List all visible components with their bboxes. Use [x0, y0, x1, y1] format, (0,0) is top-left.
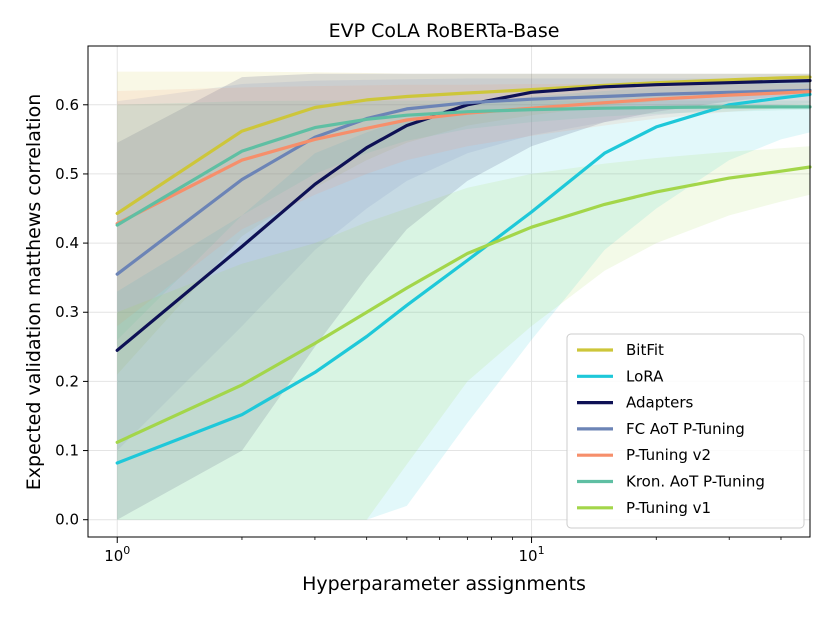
legend-label: P-Tuning v2 [626, 446, 711, 464]
y-tick-label: 0.0 [55, 511, 79, 529]
confidence-bands [117, 71, 810, 520]
x-tick-label: 100 [104, 544, 130, 565]
legend-label: Kron. AoT P-Tuning [626, 473, 765, 491]
band-kron-aot-p-tuning [117, 100, 810, 340]
y-tick-label: 0.6 [55, 96, 79, 114]
series-line-p-tuning-v1 [115, 165, 812, 444]
y-tick-label: 0.3 [55, 303, 79, 321]
series-lines [115, 75, 812, 465]
y-tick-label: 0.4 [55, 234, 79, 252]
series-line-bitfit [115, 75, 812, 215]
series-line-lora [115, 92, 812, 465]
legend-label: LoRA [626, 367, 664, 385]
y-axis-title: Expected validation matthews correlation [23, 94, 45, 490]
legend-box [566, 333, 805, 529]
x-axis-title: Hyperparameter assignments [302, 573, 586, 595]
band-adapters [117, 73, 810, 520]
band-fc-aot-p-tuning [117, 78, 810, 451]
legend-label: BitFit [626, 341, 664, 359]
x-tick-label: 101 [518, 544, 544, 565]
y-tick-label: 0.2 [55, 372, 79, 390]
band-p-tuning-v1 [117, 146, 810, 520]
chart-title: EVP CoLA RoBERTa-Base [329, 20, 560, 42]
series-line-adapters [115, 78, 812, 352]
grid [88, 46, 810, 537]
y-axis: 0.0 0.1 0.2 0.3 0.4 0.5 0.6 [55, 96, 88, 529]
legend: BitFit LoRA Adapters FC AoT P-Tuning P-Tunin… [566, 333, 805, 529]
band-p-tuning-v2 [117, 84, 810, 327]
y-tick-label: 0.5 [55, 165, 79, 183]
legend-label: P-Tuning v1 [626, 499, 711, 517]
y-tick-label: 0.1 [55, 442, 79, 460]
series-line-kron-aot-p-tuning [115, 105, 812, 227]
x-axis: 100 101 [104, 537, 782, 565]
legend-label: FC AoT P-Tuning [626, 420, 745, 438]
plot-frame [87, 45, 811, 538]
band-lora [117, 80, 810, 520]
legend-label: Adapters [626, 394, 694, 412]
